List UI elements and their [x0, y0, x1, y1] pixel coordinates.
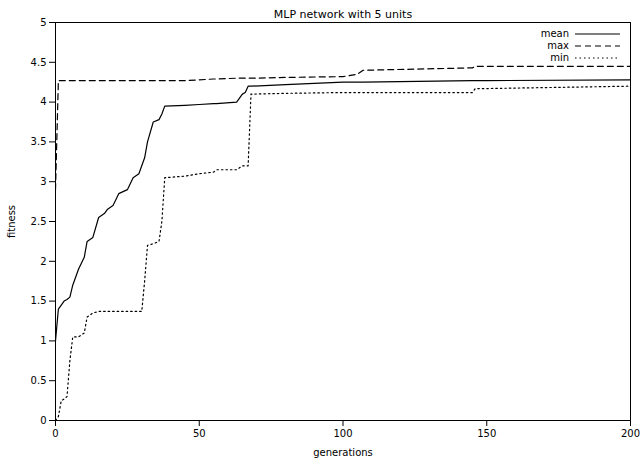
svg-text:max: max [547, 40, 569, 51]
svg-text:MLP network with 5 units: MLP network with 5 units [274, 8, 413, 21]
svg-text:4.5: 4.5 [31, 57, 47, 68]
svg-text:100: 100 [333, 428, 352, 439]
svg-text:1.5: 1.5 [31, 295, 47, 306]
svg-text:4: 4 [40, 96, 46, 107]
svg-text:fitness: fitness [6, 205, 17, 238]
svg-text:min: min [550, 52, 569, 63]
svg-text:generations: generations [313, 447, 373, 458]
svg-text:5: 5 [40, 17, 46, 28]
svg-text:2.5: 2.5 [31, 216, 47, 227]
svg-text:3.5: 3.5 [31, 136, 47, 147]
svg-text:2: 2 [40, 255, 46, 266]
svg-text:mean: mean [541, 28, 569, 39]
svg-text:150: 150 [477, 428, 496, 439]
svg-text:1: 1 [40, 335, 46, 346]
svg-text:0: 0 [52, 428, 58, 439]
svg-text:0: 0 [40, 415, 46, 426]
svg-text:0.5: 0.5 [31, 375, 47, 386]
svg-text:200: 200 [621, 428, 640, 439]
svg-text:50: 50 [193, 428, 206, 439]
svg-text:3: 3 [40, 176, 46, 187]
